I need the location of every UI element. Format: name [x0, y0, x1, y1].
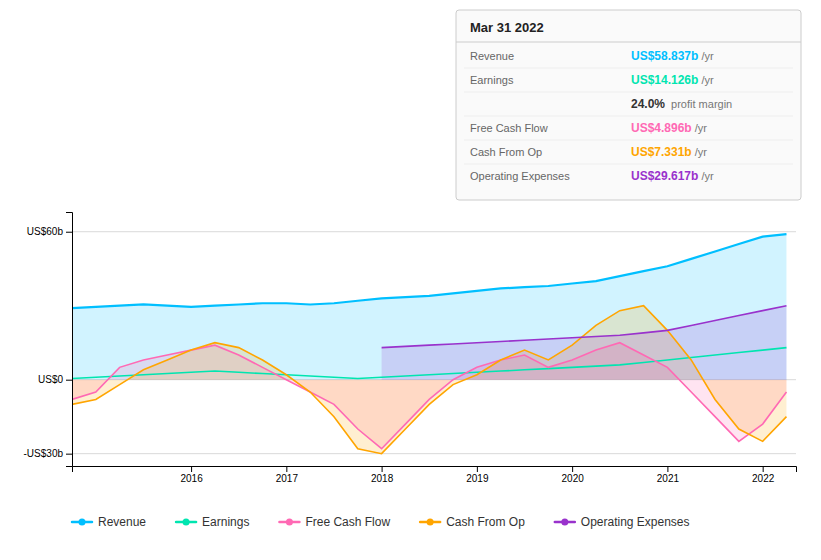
- info-box-unit: /yr: [701, 170, 714, 182]
- grid-line: [72, 231, 796, 232]
- info-box-label: Revenue: [470, 50, 514, 62]
- legend-label: Earnings: [202, 515, 249, 529]
- info-box-row-divider: [464, 116, 793, 117]
- series-line: [72, 343, 786, 449]
- info-box-divider: [456, 42, 801, 43]
- x-tick-mark: [191, 466, 192, 472]
- series-line: [382, 306, 787, 348]
- info-box-unit: /yr: [695, 146, 708, 158]
- y-tick-label: US$60b: [27, 226, 64, 237]
- info-box-row-divider: [464, 140, 793, 141]
- plot-area: [72, 234, 786, 453]
- x-tick: 2017: [276, 466, 299, 484]
- y-tick: US$60b: [27, 226, 72, 237]
- legend-label: Free Cash Flow: [305, 515, 390, 529]
- x-tick: 2019: [466, 466, 489, 484]
- info-box-label: Operating Expenses: [470, 170, 570, 182]
- legend-item: Operating Expenses: [555, 515, 690, 529]
- info-box-row-divider: [464, 92, 793, 93]
- info-box-unit: /yr: [701, 74, 714, 86]
- x-tick-label: 2018: [371, 473, 394, 484]
- x-tick: 2018: [371, 466, 394, 484]
- y-axis: -US$30b US$0 US$60b: [24, 213, 73, 467]
- x-tick-label: 2021: [657, 473, 680, 484]
- grid-line: [72, 453, 796, 454]
- x-tick-mark: [763, 466, 764, 472]
- x-tick-mark: [667, 466, 668, 472]
- legend: Revenue Earnings Free Cash Flow Cash From O…: [72, 515, 690, 529]
- legend-marker: [79, 519, 86, 526]
- y-tick: -US$30b: [24, 448, 72, 459]
- series-line: [72, 306, 786, 454]
- info-box: Mar 31 2022 Revenue US$58.837b/yr Earnings U…: [456, 10, 801, 200]
- x-tick-label: 2022: [752, 473, 775, 484]
- chart: 2016 2017 2018 2019 2020 2021 2022 -US$30b US$0 U…: [0, 0, 821, 560]
- info-box-row-divider: [464, 164, 793, 165]
- legend-marker: [561, 519, 568, 526]
- legend-item: Revenue: [72, 515, 146, 529]
- x-tick: 2022: [752, 466, 775, 484]
- info-box-row-divider: [464, 68, 793, 69]
- info-box-unit: profit margin: [668, 98, 732, 110]
- info-box-value: 24.0%: [631, 97, 665, 111]
- x-tick-mark: [286, 466, 287, 472]
- info-box-value: US$7.331b: [631, 145, 692, 159]
- legend-label: Operating Expenses: [581, 515, 690, 529]
- x-axis-line: [73, 467, 797, 473]
- info-box-value: US$4.896b: [631, 121, 692, 135]
- x-axis: 2016 2017 2018 2019 2020 2021 2022: [73, 466, 797, 484]
- series-area: [382, 306, 787, 380]
- y-tick-mark: [66, 232, 72, 233]
- x-tick: 2016: [180, 466, 203, 484]
- series-area: [72, 306, 786, 454]
- info-box-label: Earnings: [470, 74, 514, 86]
- x-tick-mark: [382, 466, 383, 472]
- x-tick-label: 2020: [562, 473, 585, 484]
- legend-item: Free Cash Flow: [279, 515, 390, 529]
- x-tick: 2021: [657, 466, 680, 484]
- grid: [72, 232, 796, 454]
- info-box-frame: [456, 10, 801, 200]
- legend-label: Cash From Op: [446, 515, 525, 529]
- y-tick-label: -US$30b: [24, 448, 64, 459]
- x-tick-mark: [477, 466, 478, 472]
- legend-item: Cash From Op: [420, 515, 525, 529]
- y-axis-line: [66, 213, 73, 467]
- info-box-unit: /yr: [695, 122, 708, 134]
- x-tick-label: 2019: [466, 473, 489, 484]
- info-box-unit: /yr: [701, 50, 714, 62]
- info-box-value: US$58.837b: [631, 49, 698, 63]
- legend-marker: [427, 519, 434, 526]
- y-tick-label: US$0: [38, 374, 63, 385]
- legend-label: Revenue: [98, 515, 146, 529]
- x-tick-label: 2016: [180, 473, 203, 484]
- info-box-label: Cash From Op: [470, 146, 542, 158]
- info-box-label: Free Cash Flow: [470, 122, 548, 134]
- info-box-value: US$14.126b: [631, 73, 698, 87]
- y-tick-mark: [66, 454, 72, 455]
- series-line: [72, 234, 786, 308]
- y-tick: US$0: [38, 374, 72, 385]
- y-tick-mark: [66, 380, 72, 381]
- info-box-value: US$29.617b: [631, 169, 698, 183]
- legend-item: Earnings: [176, 515, 249, 529]
- x-tick: 2020: [562, 466, 585, 484]
- x-tick-label: 2017: [276, 473, 299, 484]
- info-box-title: Mar 31 2022: [470, 20, 544, 35]
- legend-marker: [286, 519, 293, 526]
- x-tick-mark: [572, 466, 573, 472]
- legend-marker: [183, 519, 190, 526]
